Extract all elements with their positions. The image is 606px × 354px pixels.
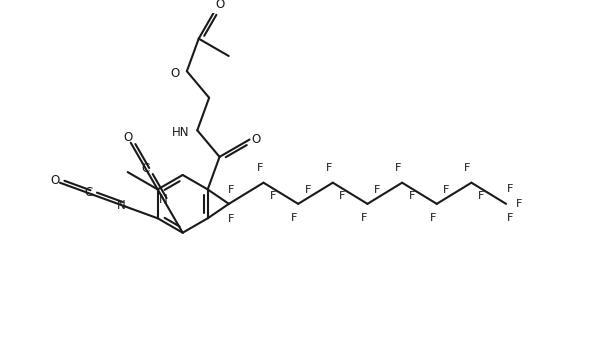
Text: HN: HN [172,126,190,139]
Text: C: C [142,162,150,175]
Text: F: F [516,199,523,209]
Text: F: F [291,213,298,223]
Text: F: F [361,213,367,223]
Text: F: F [395,163,401,173]
Text: F: F [256,163,263,173]
Text: C: C [84,187,92,199]
Text: O: O [251,133,261,146]
Text: F: F [408,191,415,201]
Text: N: N [159,193,168,206]
Text: O: O [170,67,179,80]
Text: F: F [228,185,234,195]
Text: F: F [507,213,513,223]
Text: F: F [305,185,311,195]
Text: O: O [50,174,59,187]
Text: F: F [270,191,276,201]
Text: F: F [430,213,436,223]
Text: F: F [228,214,234,224]
Text: F: F [507,184,513,194]
Text: F: F [464,163,471,173]
Text: F: F [374,185,381,195]
Text: F: F [339,191,345,201]
Text: O: O [123,131,133,144]
Text: N: N [117,199,126,212]
Text: F: F [326,163,332,173]
Text: F: F [478,191,484,201]
Text: F: F [443,185,450,195]
Text: O: O [215,0,224,11]
